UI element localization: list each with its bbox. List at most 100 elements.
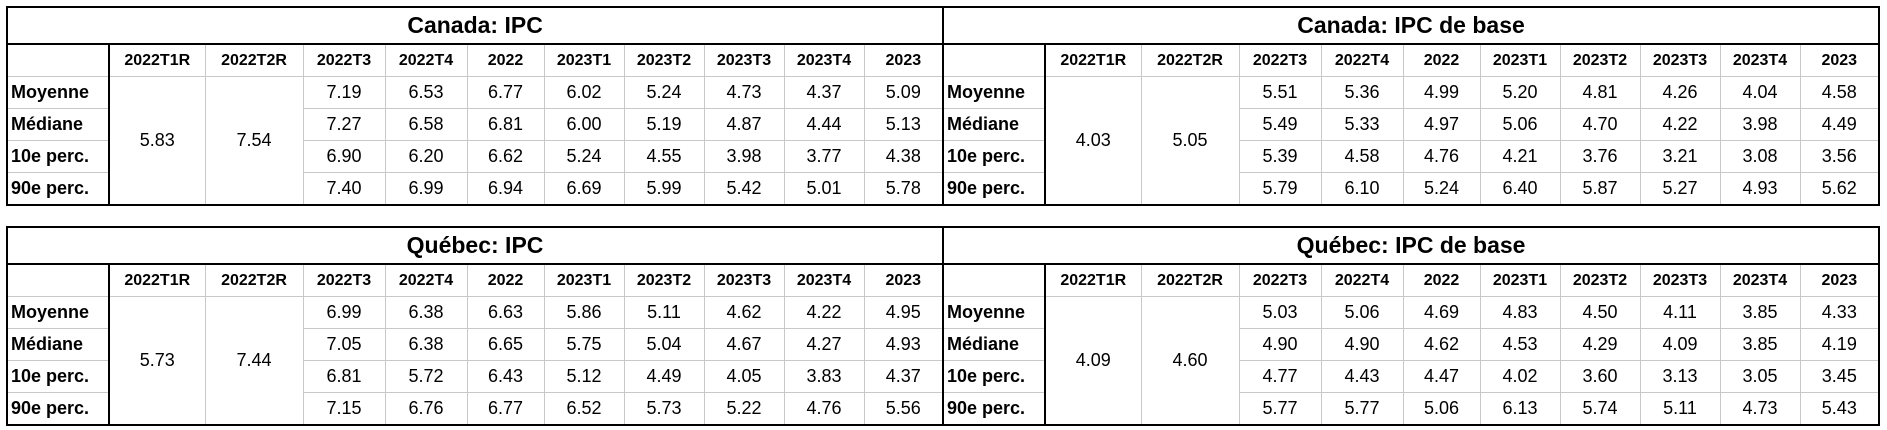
- corner-cell: [6, 263, 110, 297]
- column-header: 2022: [466, 43, 545, 77]
- value-cell: 5.22: [703, 392, 785, 426]
- value-cell: 4.90: [1238, 328, 1322, 361]
- value-cell: 6.20: [384, 140, 468, 173]
- column-header: 2023T2: [1559, 43, 1641, 77]
- row-label: Moyenne: [6, 76, 110, 109]
- column-header: 2023T1: [543, 43, 625, 77]
- value-cell: 4.58: [1799, 76, 1880, 109]
- value-cell: 6.38: [384, 328, 468, 361]
- value-cell: 4.87: [703, 108, 785, 141]
- column-header: 2023T4: [1719, 263, 1801, 297]
- data-row: 90e perc. 7.40 6.99 6.94 6.69 5.99 5.42 5.01 5.7…: [6, 172, 944, 206]
- value-cell: 3.56: [1799, 140, 1880, 173]
- column-header: 2022T4: [1320, 263, 1404, 297]
- value-cell: 6.43: [466, 360, 545, 393]
- data-row: Moyenne 5.73 7.44 6.99 6.38 6.63 5.86 5.11 4.62 4…: [6, 296, 944, 426]
- value-cell: 4.67: [703, 328, 785, 361]
- data-table: Québec: IPC de base 2022T1R 2022T2R 2022T3 2…: [942, 226, 1881, 426]
- value-cell: 6.53: [384, 76, 468, 109]
- value-cell: 3.77: [783, 140, 865, 173]
- merged-value: 7.54: [204, 76, 304, 206]
- value-cell: 4.47: [1402, 360, 1481, 393]
- value-cell: 6.99: [302, 296, 386, 329]
- value-cell: 3.13: [1639, 360, 1721, 393]
- table-title: Canada: IPC de base: [942, 6, 1880, 45]
- column-header: 2022T2R: [1140, 263, 1240, 297]
- row-label: 90e perc.: [942, 392, 1046, 426]
- value-cell: 4.76: [1402, 140, 1481, 173]
- corner-cell: [6, 43, 110, 77]
- row-label: 90e perc.: [6, 172, 110, 206]
- column-header: 2023T2: [1559, 263, 1641, 297]
- row-label: Moyenne: [942, 76, 1046, 109]
- value-cell: 6.94: [466, 172, 545, 206]
- value-cell: 5.77: [1320, 392, 1404, 426]
- row-label: 10e perc.: [942, 360, 1046, 393]
- value-cell: 5.27: [1639, 172, 1721, 206]
- merged-value: 4.09: [1044, 296, 1142, 426]
- value-cell: 6.52: [543, 392, 625, 426]
- value-cell: 5.12: [543, 360, 625, 393]
- data-row: 10e perc. 4.77 4.43 4.47 4.02 3.60 3.13 3.05 3.4…: [942, 360, 1880, 393]
- data-row: 90e perc. 5.77 5.77 5.06 6.13 5.74 5.11 4.73 5.4…: [942, 392, 1880, 426]
- value-cell: 5.74: [1559, 392, 1641, 426]
- column-header: 2022: [1402, 263, 1481, 297]
- value-cell: 4.44: [783, 108, 865, 141]
- value-cell: 6.10: [1320, 172, 1404, 206]
- value-cell: 3.76: [1559, 140, 1641, 173]
- data-row: 10e perc. 6.90 6.20 6.62 5.24 4.55 3.98 3.77 4.3…: [6, 140, 944, 173]
- value-cell: 4.38: [863, 140, 944, 173]
- row-label: Médiane: [942, 108, 1046, 141]
- value-cell: 6.76: [384, 392, 468, 426]
- value-cell: 4.73: [703, 76, 785, 109]
- value-cell: 4.93: [863, 328, 944, 361]
- value-cell: 4.99: [1402, 76, 1481, 109]
- value-cell: 5.33: [1320, 108, 1404, 141]
- value-cell: 6.00: [543, 108, 625, 141]
- value-cell: 4.53: [1479, 328, 1561, 361]
- value-cell: 3.98: [703, 140, 785, 173]
- column-header: 2023T3: [1639, 263, 1721, 297]
- value-cell: 5.56: [863, 392, 944, 426]
- header-row: 2022T1R 2022T2R 2022T3 2022T4 2022 2023T1 2023…: [942, 263, 1880, 297]
- row-label: 90e perc.: [942, 172, 1046, 206]
- value-cell: 5.87: [1559, 172, 1641, 206]
- value-cell: 4.95: [863, 296, 944, 329]
- value-cell: 3.08: [1719, 140, 1801, 173]
- title-row: Canada: IPC de base: [942, 6, 1880, 45]
- data-row: Médiane 4.90 4.90 4.62 4.53 4.29 4.09 3.85 4.19: [942, 328, 1880, 361]
- value-cell: 4.19: [1799, 328, 1880, 361]
- value-cell: 4.73: [1719, 392, 1801, 426]
- value-cell: 5.04: [623, 328, 705, 361]
- value-cell: 3.45: [1799, 360, 1880, 393]
- value-cell: 4.55: [623, 140, 705, 173]
- data-row: Moyenne 5.83 7.54 7.19 6.53 6.77 6.02 5.24 4.73 4…: [6, 76, 944, 206]
- column-header: 2023: [863, 43, 944, 77]
- data-table: Canada: IPC 2022T1R 2022T2R 2022T3 2022T4 202…: [6, 6, 945, 206]
- column-header: 2023T1: [1479, 263, 1561, 297]
- value-cell: 4.62: [1402, 328, 1481, 361]
- row-label: 90e perc.: [6, 392, 110, 426]
- value-cell: 3.83: [783, 360, 865, 393]
- value-cell: 5.06: [1402, 392, 1481, 426]
- column-header: 2022T2R: [204, 263, 304, 297]
- value-cell: 6.02: [543, 76, 625, 109]
- value-cell: 5.78: [863, 172, 944, 206]
- value-cell: 4.62: [703, 296, 785, 329]
- value-cell: 4.29: [1559, 328, 1641, 361]
- value-cell: 6.99: [384, 172, 468, 206]
- row-label: Moyenne: [6, 296, 110, 329]
- data-row: 10e perc. 6.81 5.72 6.43 5.12 4.49 4.05 3.83 4.3…: [6, 360, 944, 393]
- value-cell: 5.86: [543, 296, 625, 329]
- value-cell: 4.49: [623, 360, 705, 393]
- column-header: 2022T2R: [1140, 43, 1240, 77]
- column-header: 2023T2: [623, 43, 705, 77]
- value-cell: 4.05: [703, 360, 785, 393]
- row-label: Médiane: [6, 108, 110, 141]
- column-header: 2023T3: [703, 263, 785, 297]
- value-cell: 5.73: [623, 392, 705, 426]
- merged-value: 5.05: [1140, 76, 1240, 206]
- value-cell: 6.38: [384, 296, 468, 329]
- value-cell: 4.37: [863, 360, 944, 393]
- value-cell: 6.62: [466, 140, 545, 173]
